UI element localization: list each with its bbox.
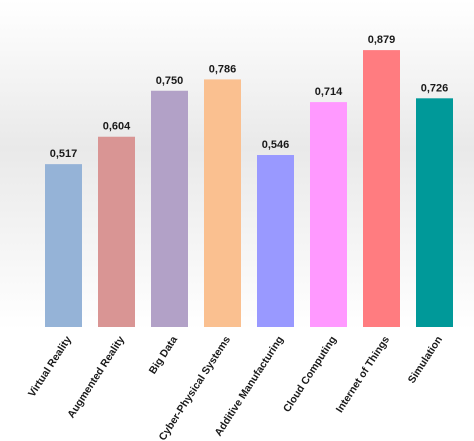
bar-7 xyxy=(363,50,400,328)
category-label-2: Augmented Reality xyxy=(65,334,127,420)
data-label-7: 0,879 xyxy=(368,34,396,46)
category-label-8: Simulation xyxy=(406,334,445,386)
data-label-4: 0,786 xyxy=(209,63,237,75)
bar-6 xyxy=(310,102,347,327)
bar-5 xyxy=(257,155,294,327)
category-label-1: Virtual Reality xyxy=(26,334,74,399)
data-label-3: 0,750 xyxy=(156,75,184,87)
bar-8 xyxy=(416,98,453,327)
data-label-5: 0,546 xyxy=(262,139,290,151)
category-label-6: Cloud Computing xyxy=(281,334,339,414)
bars-layer xyxy=(45,50,453,328)
data-label-8: 0,726 xyxy=(421,82,449,94)
bar-3 xyxy=(151,90,188,327)
data-label-1: 0,517 xyxy=(50,148,78,160)
data-labels-layer: 0,517 0,604 0,750 0,786 0,546 0,714 0,879 0,726 xyxy=(50,34,449,160)
bar-1 xyxy=(45,164,82,327)
bar-2 xyxy=(98,136,135,327)
category-label-7: Internet of Things xyxy=(334,334,392,415)
data-label-6: 0,714 xyxy=(315,86,343,98)
category-label-3: Big Data xyxy=(147,334,180,376)
bar-4 xyxy=(204,79,241,327)
data-label-2: 0,604 xyxy=(103,121,131,133)
